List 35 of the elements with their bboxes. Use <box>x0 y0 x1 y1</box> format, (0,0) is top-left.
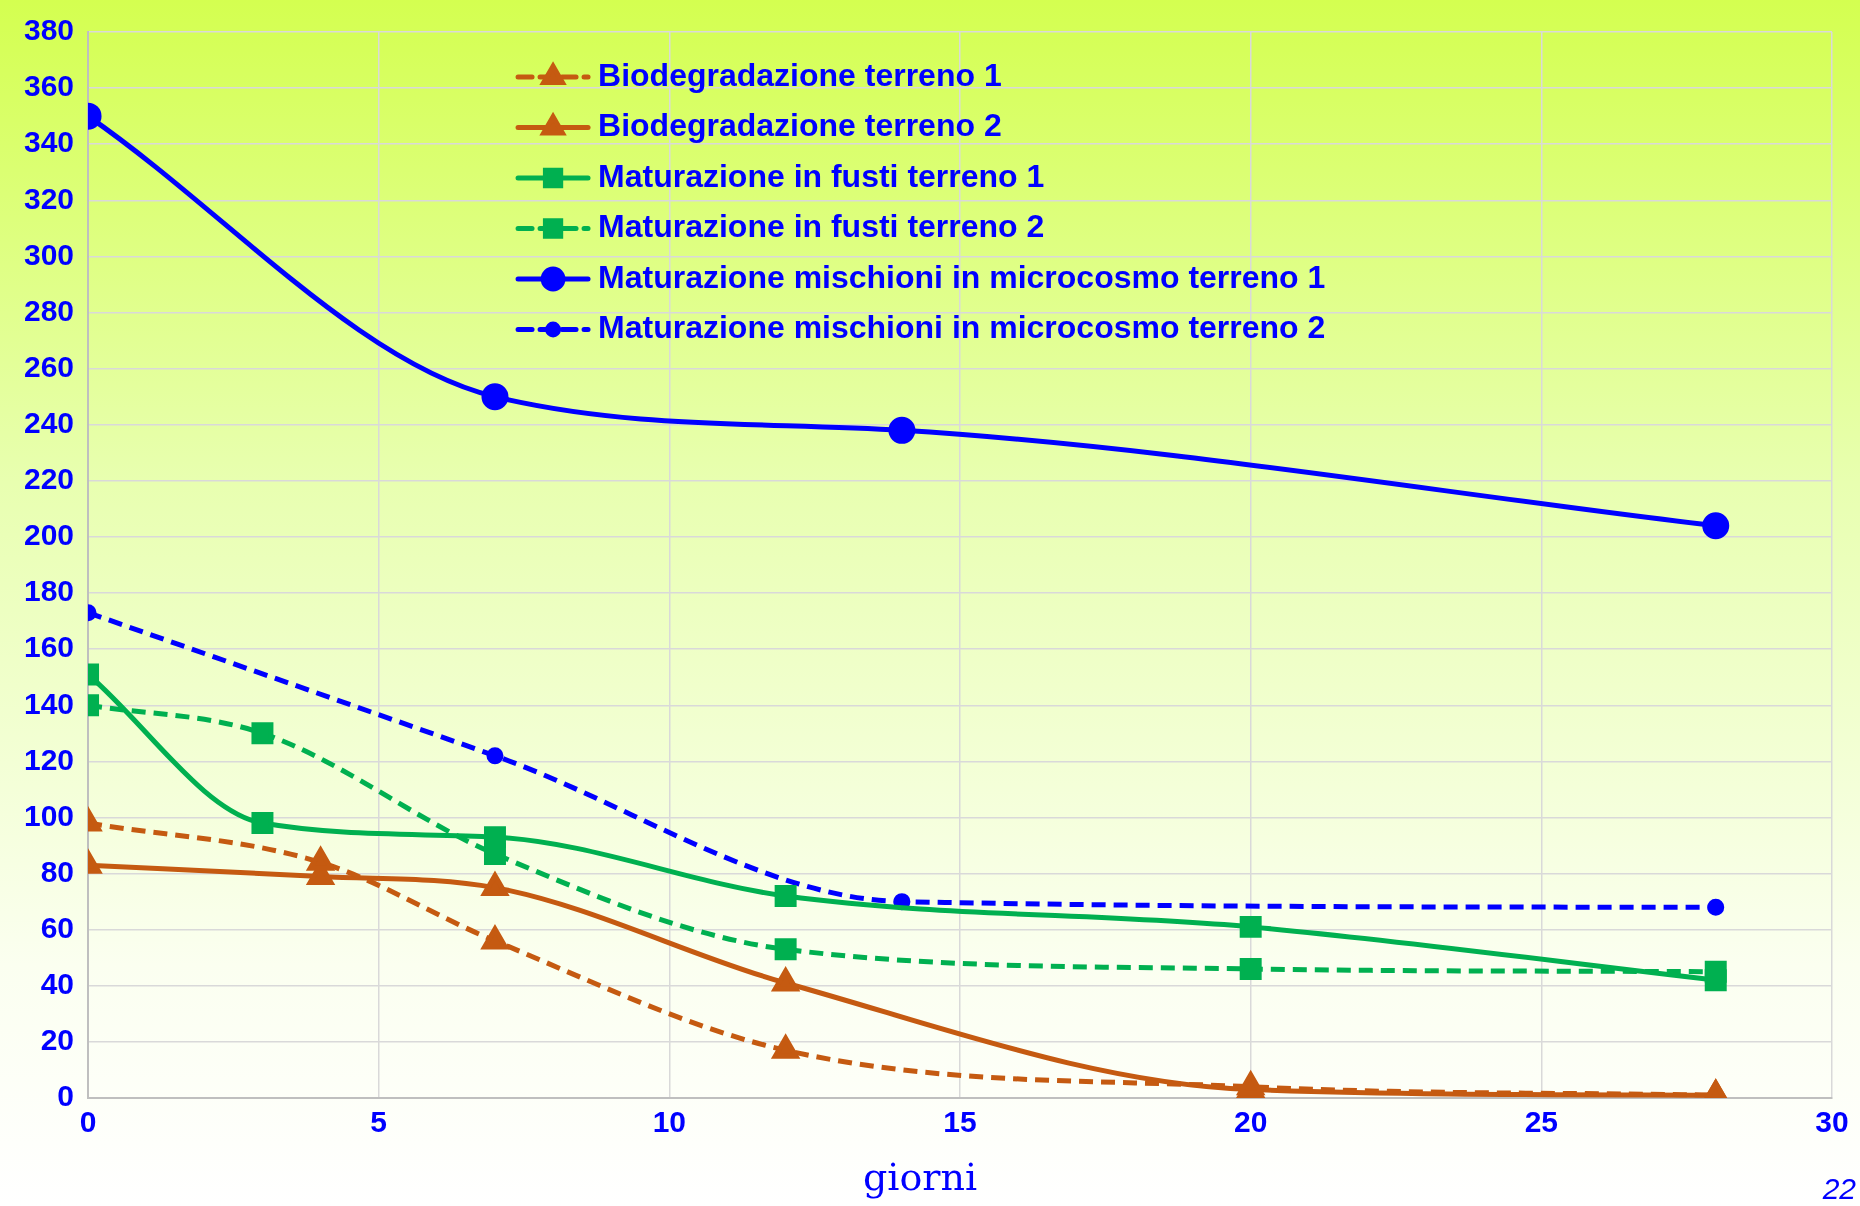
x-tick-label: 25 <box>1524 1105 1559 1139</box>
y-tick-label: 100 <box>23 798 75 832</box>
x-tick-label: 30 <box>1815 1105 1849 1139</box>
y-tick-label: 20 <box>40 1023 75 1057</box>
legend-label: Maturazione mischioni in microcosmo terreno 1 <box>598 258 1326 295</box>
x-tick-label: 15 <box>943 1105 977 1139</box>
y-tick-label: 80 <box>40 854 75 888</box>
legend-label: Maturazione mischioni in microcosmo terreno 2 <box>598 309 1326 346</box>
x-tick-label: 0 <box>79 1105 97 1139</box>
text: 22 <box>1822 1172 1856 1206</box>
y-tick-label: 340 <box>23 125 75 159</box>
y-tick-label: 120 <box>23 742 75 776</box>
y-tick-label: 360 <box>23 69 75 103</box>
y-tick-label: 240 <box>23 406 75 439</box>
x-tick-label: 20 <box>1234 1105 1268 1139</box>
y-tick-label: 280 <box>23 293 75 327</box>
y-tick-label: 320 <box>23 181 75 215</box>
y-tick-label: 60 <box>40 910 75 944</box>
y-tick-label: 260 <box>23 349 75 383</box>
y-tick-label: 140 <box>23 686 75 720</box>
y-tick-label: 40 <box>40 967 75 1001</box>
legend-label: Biodegradazione terreno 2 <box>598 107 1002 144</box>
y-tick-label: 220 <box>23 462 75 496</box>
y-tick-label: 160 <box>23 630 75 664</box>
x-tick-label: 10 <box>652 1105 687 1139</box>
legend-label: Maturazione in fusti terreno 1 <box>598 157 1045 194</box>
legend-label: Biodegradazione terreno 1 <box>598 56 1002 93</box>
y-tick-label: 200 <box>23 518 75 552</box>
y-tick-label: 300 <box>23 237 75 271</box>
y-tick-label: 0 <box>57 1079 75 1113</box>
legend-label: Maturazione in fusti terreno 2 <box>598 208 1045 245</box>
y-tick-label: 180 <box>23 574 75 608</box>
y-tick-label: 380 <box>23 13 75 47</box>
x-axis-title: giorni <box>862 1155 978 1199</box>
x-tick-label: 5 <box>370 1105 388 1139</box>
